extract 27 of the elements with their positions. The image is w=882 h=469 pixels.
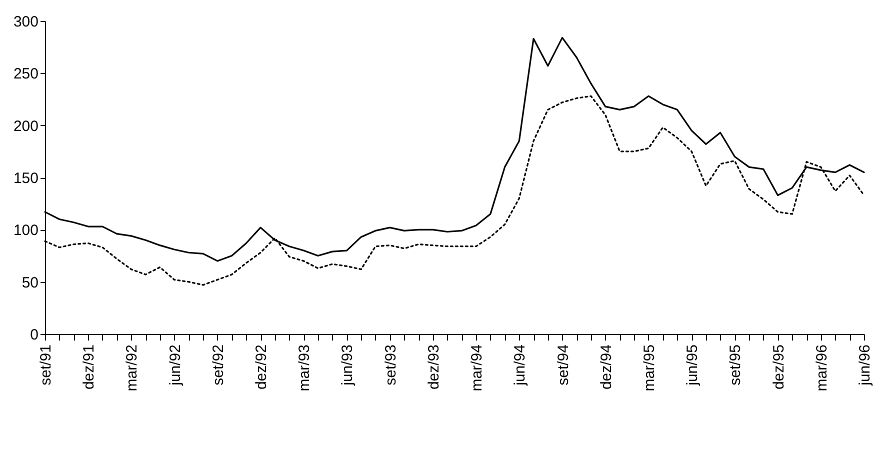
x-tick-label: mar/93 (296, 344, 314, 392)
x-tick-label: jun/96 (856, 344, 874, 386)
y-tick-label: 150 (13, 170, 38, 187)
x-tick-label: set/93 (382, 344, 400, 386)
x-tick-label: mar/94 (468, 344, 486, 392)
x-tick-label: dez/91 (80, 344, 98, 390)
x-tick-label: set/95 (727, 344, 744, 386)
y-tick-label: 100 (13, 222, 38, 240)
y-tick-label: 300 (13, 14, 38, 30)
y-tick-label: 250 (13, 66, 38, 83)
y-tick-label: 50 (22, 274, 38, 292)
y-tick-label: 0 (30, 326, 38, 344)
x-tick-label: dez/95 (770, 344, 788, 390)
x-tick-label: set/92 (210, 344, 227, 386)
x-tick-label: set/94 (554, 344, 572, 386)
x-tick-label: jun/95 (684, 344, 702, 386)
x-tick-label: set/91 (38, 344, 54, 386)
x-tick-label: dez/94 (598, 344, 615, 390)
x-tick-label: mar/96 (813, 344, 830, 392)
x-tick-label: jun/92 (166, 344, 184, 386)
x-tick-label: mar/95 (640, 344, 658, 392)
x-tick-label: mar/92 (124, 344, 141, 392)
y-tick-label: 200 (13, 118, 38, 135)
x-tick-label: dez/93 (425, 344, 442, 390)
x-tick-label: dez/92 (253, 344, 270, 390)
x-tick-label: jun/94 (512, 344, 529, 386)
x-tick-label: jun/93 (339, 344, 356, 386)
